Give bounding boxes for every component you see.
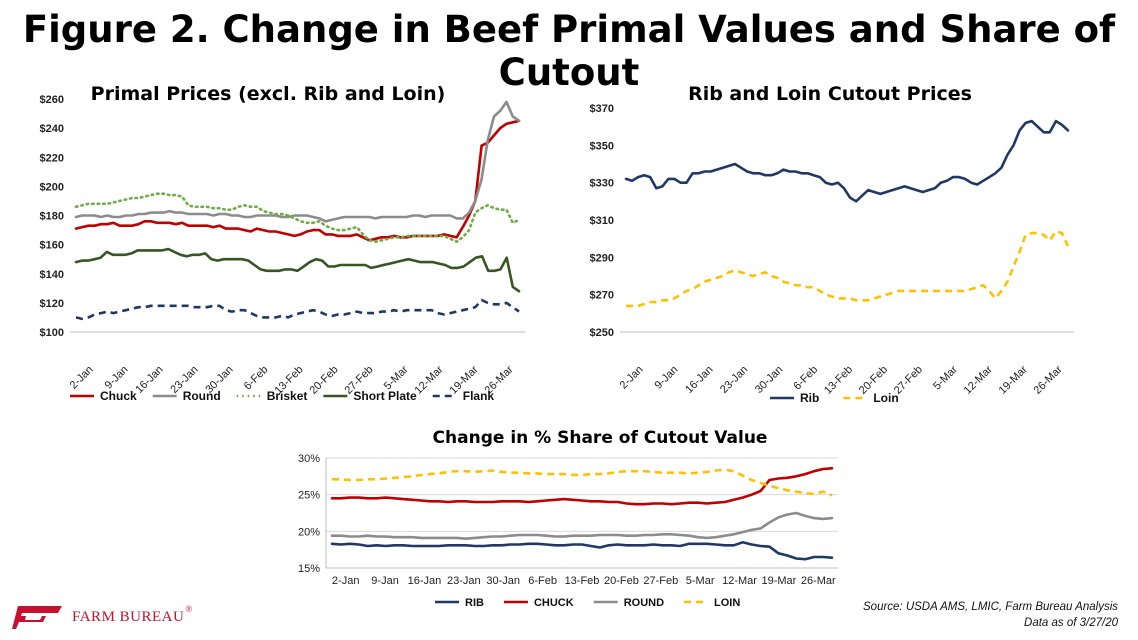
data-date-line: Data as of 3/27/20 (1024, 617, 1118, 629)
x-tick-label: 12-Mar (412, 363, 445, 396)
y-tick-label: $120 (40, 298, 64, 310)
x-tick-label: 20-Feb (307, 364, 340, 397)
y-tick-label: $200 (40, 181, 64, 193)
y-tick-label: $160 (40, 240, 64, 252)
source-line: Source: USDA AMS, LMIC, Farm Bureau Anal… (863, 601, 1118, 613)
x-tick-label: 9-Jan (371, 575, 399, 587)
x-tick-label: 16-Jan (408, 575, 442, 587)
x-tick-label: 19-Mar (997, 363, 1030, 396)
farm-bureau-logo: FARM BUREAU ® (12, 604, 193, 630)
series-line-loin (626, 229, 1070, 308)
figure-title: Figure 2. Change in Beef Primal Values a… (22, 8, 1116, 94)
chart-title: Change in % Share of Cutout Value (433, 428, 768, 448)
chart-title: Primal Prices (excl. Rib and Loin) (91, 83, 446, 105)
x-tick-label: 2-Jan (332, 575, 360, 587)
series-line-chuck (74, 119, 521, 242)
x-tick-label: 2-Jan (68, 364, 96, 392)
y-tick-label: $270 (590, 290, 614, 302)
legend-label-brisket: Brisket (267, 389, 308, 403)
legend-label-flank: Flank (463, 389, 495, 403)
y-tick-label: $220 (40, 152, 64, 164)
x-tick-label: 20-Feb (604, 575, 639, 587)
y-tick-label: $100 (40, 327, 64, 339)
legend-label-chuck: CHUCK (534, 597, 574, 609)
y-tick-label: $290 (590, 252, 614, 264)
y-tick-label: $140 (40, 269, 64, 281)
legend-label-round: ROUND (624, 597, 664, 609)
legend-label-rib: RIB (465, 597, 484, 609)
series-line-rib (624, 119, 1070, 203)
series-line-short-plate (74, 247, 521, 293)
series-line-round (74, 100, 521, 223)
x-tick-label: 23-Jan (718, 364, 750, 396)
source-note: Source: USDA AMS, LMIC, Farm Bureau Anal… (863, 599, 1118, 631)
y-tick-label: $240 (40, 123, 64, 135)
x-tick-label: 19-Mar (762, 575, 797, 587)
y-tick-label: $180 (40, 211, 64, 223)
legend-label-chuck: Chuck (100, 389, 137, 403)
y-tick-label: 15% (298, 563, 320, 575)
x-tick-label: 30-Jan (753, 364, 785, 396)
primal-prices-chart: Primal Prices (excl. Rib and Loin) $100 $1… (40, 83, 525, 403)
x-tick-label: 6-Feb (791, 364, 820, 393)
series-line-chuck (330, 466, 834, 506)
x-tick-label: 9-Jan (103, 364, 131, 392)
x-tick-label: 6-Feb (528, 575, 557, 587)
x-tick-label: 26-Mar (801, 575, 836, 587)
cutout-share-chart: Change in % Share of Cutout Value 15% 20% 2… (298, 428, 838, 609)
y-tick-label: $350 (590, 140, 614, 152)
x-tick-label: 13-Feb (822, 364, 855, 397)
x-tick-label: 2-Jan (618, 364, 646, 392)
y-tick-label: $250 (590, 327, 614, 339)
x-tick-label: 27-Feb (643, 575, 678, 587)
x-tick-label: 26-Mar (1032, 363, 1065, 396)
x-tick-label: 30-Jan (486, 575, 520, 587)
x-tick-label: 9-Jan (653, 364, 681, 392)
legend-label-loin: LOIN (714, 597, 740, 609)
x-tick-label: 12-Mar (962, 363, 995, 396)
farm-bureau-logo-text: FARM BUREAU (72, 608, 185, 625)
legend-label-rib: Rib (800, 391, 819, 405)
y-tick-label: $260 (40, 94, 64, 106)
x-tick-label: 16-Jan (133, 364, 165, 396)
y-tick-label: 30% (298, 453, 320, 465)
series-line-flank (75, 298, 520, 321)
chart-title: Rib and Loin Cutout Prices (688, 83, 972, 105)
x-tick-label: 12-Mar (722, 575, 757, 587)
x-tick-label: 5-Mar (931, 363, 960, 392)
x-tick-label: 23-Jan (447, 575, 481, 587)
x-tick-label: 16-Jan (683, 364, 715, 396)
x-tick-label: 13-Feb (565, 575, 600, 587)
farm-bureau-logo-icon (12, 606, 62, 629)
series-line-round (330, 511, 834, 540)
rib-loin-prices-chart: Rib and Loin Cutout Prices $250 $270 $290 $3… (590, 83, 1074, 405)
registered-mark: ® (185, 604, 193, 614)
legend-label-round: Round (183, 389, 221, 403)
y-tick-label: 25% (298, 490, 320, 502)
y-tick-label: 20% (298, 526, 320, 538)
x-tick-label: 5-Mar (686, 575, 715, 587)
y-tick-label: $370 (590, 103, 614, 115)
series-line-rib (330, 541, 834, 561)
legend-label-short-plate: Short Plate (353, 389, 417, 403)
series-line-brisket (74, 192, 521, 243)
y-tick-label: $310 (590, 215, 614, 227)
legend-label-loin: Loin (873, 391, 898, 405)
y-tick-label: $330 (590, 178, 614, 190)
